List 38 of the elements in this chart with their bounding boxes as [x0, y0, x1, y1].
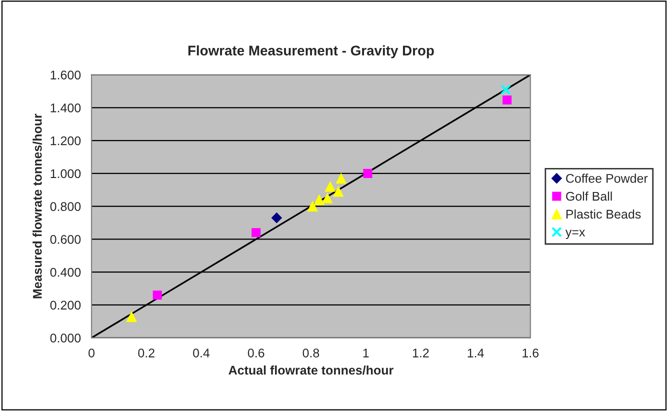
point: [336, 173, 346, 184]
x-tick-label: 1.2: [412, 348, 429, 358]
point: [500, 84, 511, 95]
y-tick-label: 0.200: [50, 300, 81, 310]
legend-label: Golf Ball: [566, 192, 612, 201]
y-tick-label: 0.400: [50, 268, 81, 277]
point: [271, 212, 282, 224]
y-tick-label: 0.800: [50, 202, 81, 211]
y-tick-label: 1.000: [50, 169, 81, 178]
x-tick-label: 1.6: [522, 348, 539, 358]
point: [363, 168, 372, 178]
legend-label: y=x: [565, 230, 586, 239]
x-axis-title: Actual flowrate tonnes/hour: [228, 365, 394, 375]
legend-label: Plastic Beads: [566, 209, 641, 219]
x-tick-label: 0.2: [138, 348, 154, 358]
y-tick-label: 1.600: [50, 70, 81, 80]
y-tick-label: 1.200: [50, 136, 81, 146]
point: [333, 186, 344, 197]
chart-title: Flowrate Measurement - Gravity Drop: [188, 45, 434, 58]
y-tick-label: 0.000: [50, 334, 81, 342]
x-tick-label: 1.4: [468, 348, 484, 358]
point: [502, 95, 512, 104]
legend-label: Coffee Powder: [566, 174, 648, 183]
point: [307, 201, 318, 212]
point: [252, 228, 261, 238]
y-tick-label: 0.600: [50, 235, 81, 244]
point: [152, 290, 162, 300]
x-tick-label: 0.4: [193, 348, 210, 358]
x-tick-label: 0.8: [302, 348, 320, 358]
point: [322, 192, 333, 204]
x-tick-label: 0.6: [248, 348, 264, 358]
point: [126, 312, 137, 322]
point: [314, 194, 324, 205]
x-tick-label: 1: [363, 348, 369, 358]
point: [324, 181, 336, 192]
y-tick-label: 1.400: [50, 103, 81, 112]
y-axis-title: Measured flowrate tonnes/hour: [32, 114, 42, 298]
x-tick-label: 0: [88, 348, 95, 358]
